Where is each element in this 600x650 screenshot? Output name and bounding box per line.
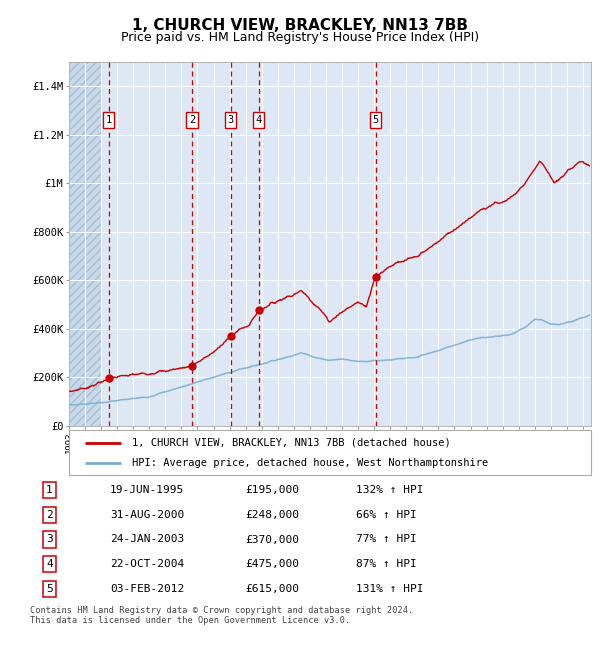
Text: £370,000: £370,000 — [245, 534, 299, 545]
Text: 3: 3 — [227, 115, 234, 125]
Text: 3: 3 — [46, 534, 53, 545]
Text: 87% ↑ HPI: 87% ↑ HPI — [356, 559, 416, 569]
Text: 1: 1 — [106, 115, 112, 125]
Text: 1: 1 — [46, 485, 53, 495]
Text: 66% ↑ HPI: 66% ↑ HPI — [356, 510, 416, 520]
Text: 132% ↑ HPI: 132% ↑ HPI — [356, 485, 423, 495]
Bar — [69, 62, 101, 426]
Text: 4: 4 — [46, 559, 53, 569]
Text: HPI: Average price, detached house, West Northamptonshire: HPI: Average price, detached house, West… — [131, 458, 488, 468]
Text: 5: 5 — [373, 115, 379, 125]
Text: Price paid vs. HM Land Registry's House Price Index (HPI): Price paid vs. HM Land Registry's House … — [121, 31, 479, 44]
Text: 1, CHURCH VIEW, BRACKLEY, NN13 7BB (detached house): 1, CHURCH VIEW, BRACKLEY, NN13 7BB (deta… — [131, 437, 451, 448]
FancyBboxPatch shape — [69, 430, 591, 474]
Text: £475,000: £475,000 — [245, 559, 299, 569]
Text: £248,000: £248,000 — [245, 510, 299, 520]
Text: £195,000: £195,000 — [245, 485, 299, 495]
Text: 2: 2 — [46, 510, 53, 520]
Text: 2: 2 — [189, 115, 196, 125]
Text: 24-JAN-2003: 24-JAN-2003 — [110, 534, 184, 545]
Text: 5: 5 — [46, 584, 53, 594]
Text: 03-FEB-2012: 03-FEB-2012 — [110, 584, 184, 594]
Text: 131% ↑ HPI: 131% ↑ HPI — [356, 584, 423, 594]
Text: 19-JUN-1995: 19-JUN-1995 — [110, 485, 184, 495]
Text: 1, CHURCH VIEW, BRACKLEY, NN13 7BB: 1, CHURCH VIEW, BRACKLEY, NN13 7BB — [132, 18, 468, 32]
Text: 4: 4 — [256, 115, 262, 125]
Text: Contains HM Land Registry data © Crown copyright and database right 2024.
This d: Contains HM Land Registry data © Crown c… — [30, 606, 413, 625]
Text: £615,000: £615,000 — [245, 584, 299, 594]
Text: 77% ↑ HPI: 77% ↑ HPI — [356, 534, 416, 545]
Text: 31-AUG-2000: 31-AUG-2000 — [110, 510, 184, 520]
Text: 22-OCT-2004: 22-OCT-2004 — [110, 559, 184, 569]
